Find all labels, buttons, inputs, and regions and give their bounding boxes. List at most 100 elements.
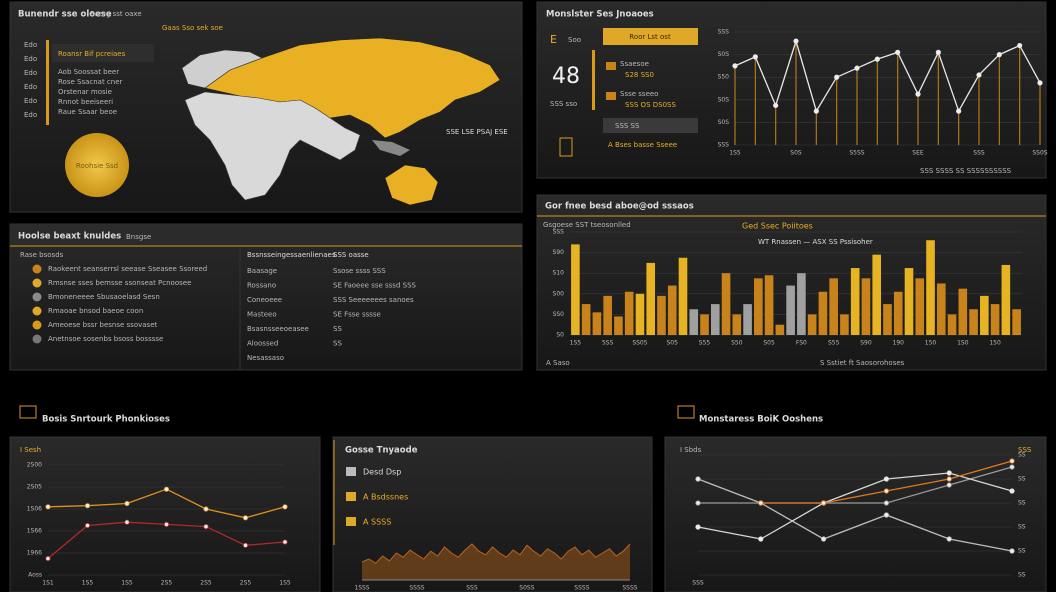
bar bbox=[829, 278, 838, 335]
x-tick-label: 1S5 bbox=[729, 150, 741, 157]
middle-item[interactable]: A Bsdssnes bbox=[363, 493, 408, 502]
list-item[interactable]: Anetnsoe sosenbs bsoss bosssse bbox=[48, 335, 163, 343]
stats-letter: E bbox=[550, 33, 557, 46]
menu-item[interactable]: Rose Ssacnat cner bbox=[58, 78, 123, 86]
point bbox=[84, 503, 91, 509]
x-tick-label: 5SS bbox=[602, 340, 614, 347]
point bbox=[820, 536, 827, 542]
table-cell: Bsasnsseeoeasee bbox=[247, 325, 309, 333]
y-tick-label: 1S06 bbox=[27, 506, 42, 513]
stats-button-2[interactable] bbox=[603, 118, 698, 133]
list-dot bbox=[32, 306, 42, 316]
stats-big-sub: SSS sso bbox=[550, 100, 577, 108]
y-tick-label: S00 bbox=[553, 290, 565, 297]
chart-title: Ged Ssec Poiitoes bbox=[742, 222, 813, 231]
item-icon bbox=[346, 467, 356, 476]
point bbox=[895, 49, 901, 55]
middle-item[interactable]: Desd Dsp bbox=[363, 468, 401, 477]
x-tick-label: SSSS bbox=[622, 585, 637, 592]
point bbox=[946, 470, 952, 476]
point bbox=[242, 515, 249, 521]
list-item[interactable]: Ameoese bssr besnse ssovaset bbox=[48, 321, 157, 329]
y-tick-label: S90 bbox=[553, 249, 565, 256]
point bbox=[124, 519, 130, 525]
table-cell: Nesassaso bbox=[247, 354, 284, 362]
bar bbox=[861, 278, 871, 335]
x-tick-label: S50 bbox=[731, 340, 743, 347]
table-cell: SS bbox=[333, 340, 342, 348]
bar bbox=[958, 288, 968, 335]
menu-header-bg bbox=[52, 44, 154, 62]
bar-panel bbox=[536, 194, 1047, 371]
y-tick-label: S50 bbox=[718, 74, 730, 81]
point bbox=[820, 500, 827, 506]
point bbox=[758, 536, 764, 542]
y-tick-label: S10 bbox=[553, 270, 565, 277]
table-cell: SE Fsse sssse bbox=[333, 311, 381, 319]
stats-footer: A Bses basse Sseee bbox=[608, 141, 677, 149]
list-dot bbox=[32, 320, 42, 330]
point bbox=[834, 74, 840, 80]
list-panel bbox=[9, 223, 523, 371]
point bbox=[996, 51, 1002, 58]
x-tick-label: SSS bbox=[466, 585, 478, 592]
menu-item[interactable]: Aob Soossat beer bbox=[58, 68, 119, 76]
list-item[interactable]: Raokeent seanserrsl seease Sseasee Ssore… bbox=[48, 265, 207, 273]
list-item[interactable]: Bmoneneeee Sbusaoelasd Sesn bbox=[48, 293, 160, 301]
x-tick-label: S55 bbox=[828, 340, 840, 347]
y-tick-label: SSS bbox=[718, 29, 730, 36]
line-series bbox=[734, 38, 1041, 113]
y-tick-label: SS bbox=[1018, 500, 1026, 507]
middle-item[interactable]: A SSSS bbox=[363, 518, 391, 527]
x-tick-label: S05 bbox=[667, 340, 679, 347]
point bbox=[1017, 42, 1023, 49]
x-tick-label: S55 bbox=[699, 340, 711, 347]
point bbox=[203, 506, 209, 512]
point bbox=[1009, 548, 1015, 554]
list-item[interactable]: Rmsnse sses bemsse ssonseat Pcnoosee bbox=[48, 279, 191, 287]
stats-button-2-label[interactable]: SSS SS bbox=[615, 122, 640, 130]
x-tick-label: 190 bbox=[893, 340, 905, 347]
x-tick-label: SEE bbox=[912, 150, 924, 157]
side-tick: Edo bbox=[24, 97, 37, 105]
x-tick-label: 1S5 bbox=[121, 580, 133, 587]
bar bbox=[786, 285, 795, 335]
point bbox=[1037, 80, 1043, 86]
list-dot bbox=[32, 278, 42, 288]
bar bbox=[603, 295, 612, 335]
panel-title: Hoolse beaxt knuldes bbox=[18, 232, 121, 242]
list-dot bbox=[32, 292, 42, 302]
point bbox=[883, 512, 890, 518]
point bbox=[45, 504, 51, 510]
point bbox=[793, 38, 799, 44]
bar bbox=[904, 268, 914, 335]
point bbox=[935, 49, 941, 55]
accent-bar bbox=[592, 50, 595, 110]
y-tick-label: S0S bbox=[718, 96, 730, 103]
stats-icon bbox=[606, 62, 616, 70]
bar bbox=[571, 244, 580, 335]
point bbox=[695, 524, 701, 530]
menu-item[interactable]: Raue Ssaar beoe bbox=[58, 108, 117, 116]
bar bbox=[1001, 264, 1011, 335]
menu-item[interactable]: Rnnot beeiseeri bbox=[58, 98, 113, 106]
cross-panel bbox=[664, 436, 1047, 592]
list-item[interactable]: Rmaoae bnsod baeoe coon bbox=[48, 307, 143, 315]
x-tick-label: S0S bbox=[790, 150, 802, 157]
bar bbox=[915, 278, 925, 335]
area-fill bbox=[362, 544, 630, 580]
point bbox=[45, 555, 51, 562]
chart-subtitle: WT Rnassen — ASX SS Pssisoher bbox=[758, 238, 873, 246]
y-tick-label: 2S00 bbox=[27, 462, 42, 469]
line-panel bbox=[9, 436, 321, 592]
panel-title: I Sesh bbox=[20, 446, 41, 454]
stats-button[interactable] bbox=[603, 28, 698, 45]
bar bbox=[807, 314, 817, 335]
x-tick-label: SS0S bbox=[1032, 150, 1047, 157]
menu-item[interactable]: Orstenar mosie bbox=[58, 88, 112, 96]
panel-tab: Bnsgse bbox=[126, 233, 151, 241]
point bbox=[883, 488, 890, 494]
corner-label: SSS bbox=[1018, 446, 1032, 454]
stats-button-label[interactable]: Roor Lst ost bbox=[629, 33, 671, 41]
